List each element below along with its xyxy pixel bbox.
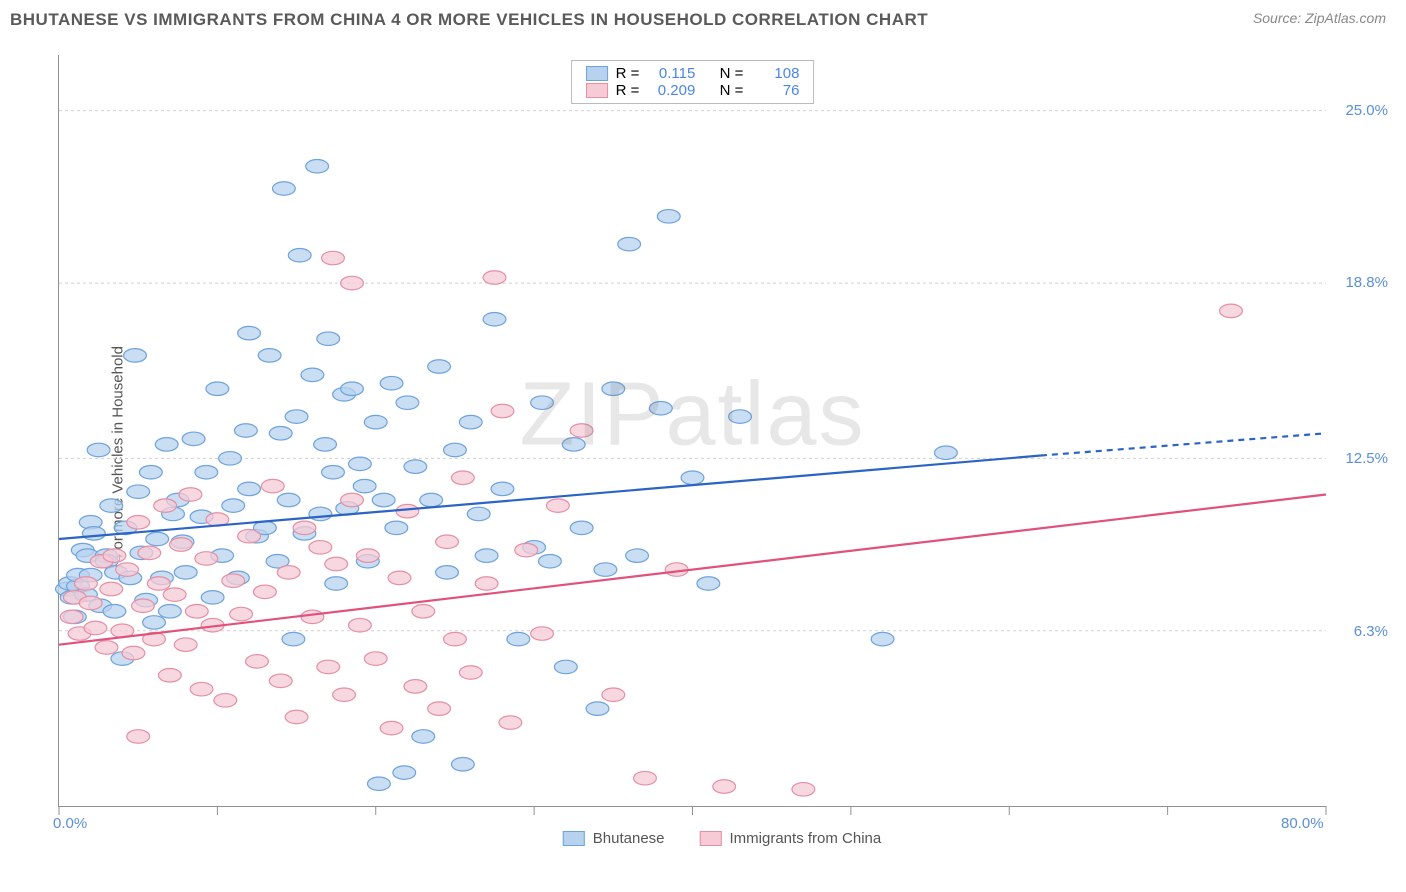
- r-label: R =: [616, 65, 640, 82]
- n-label: N =: [720, 82, 744, 99]
- chart-title: BHUTANESE VS IMMIGRANTS FROM CHINA 4 OR …: [10, 10, 928, 30]
- legend-row-bhutanese: R = 0.115 N = 108: [586, 65, 800, 82]
- legend-item-bhutanese: Bhutanese: [563, 830, 665, 847]
- x-tick-label: 0.0%: [53, 815, 87, 832]
- plot-region: ZIPatlas R = 0.115 N = 108 R = 0.209 N =…: [58, 55, 1326, 807]
- legend-row-china: R = 0.209 N = 76: [586, 82, 800, 99]
- series-legend: Bhutanese Immigrants from China: [563, 830, 881, 847]
- swatch-china: [700, 831, 722, 846]
- legend-item-china: Immigrants from China: [700, 830, 882, 847]
- y-tick-label: 18.8%: [1345, 274, 1388, 291]
- swatch-bhutanese: [586, 66, 608, 81]
- n-value-bhutanese: 108: [751, 65, 799, 82]
- r-label: R =: [616, 82, 640, 99]
- n-value-china: 76: [751, 82, 799, 99]
- scatter-svg: [59, 55, 1326, 806]
- x-tick-label: 80.0%: [1281, 815, 1324, 832]
- swatch-bhutanese: [563, 831, 585, 846]
- correlation-legend: R = 0.115 N = 108 R = 0.209 N = 76: [571, 60, 815, 104]
- swatch-china: [586, 83, 608, 98]
- y-tick-label: 6.3%: [1354, 623, 1388, 640]
- y-tick-label: 12.5%: [1345, 450, 1388, 467]
- chart-area: 4 or more Vehicles in Household ZIPatlas…: [48, 55, 1396, 852]
- legend-label-bhutanese: Bhutanese: [593, 830, 665, 847]
- y-tick-label: 25.0%: [1345, 102, 1388, 119]
- source-label: Source: ZipAtlas.com: [1253, 10, 1386, 26]
- legend-label-china: Immigrants from China: [730, 830, 882, 847]
- r-value-china: 0.209: [647, 82, 695, 99]
- r-value-bhutanese: 0.115: [647, 65, 695, 82]
- n-label: N =: [720, 65, 744, 82]
